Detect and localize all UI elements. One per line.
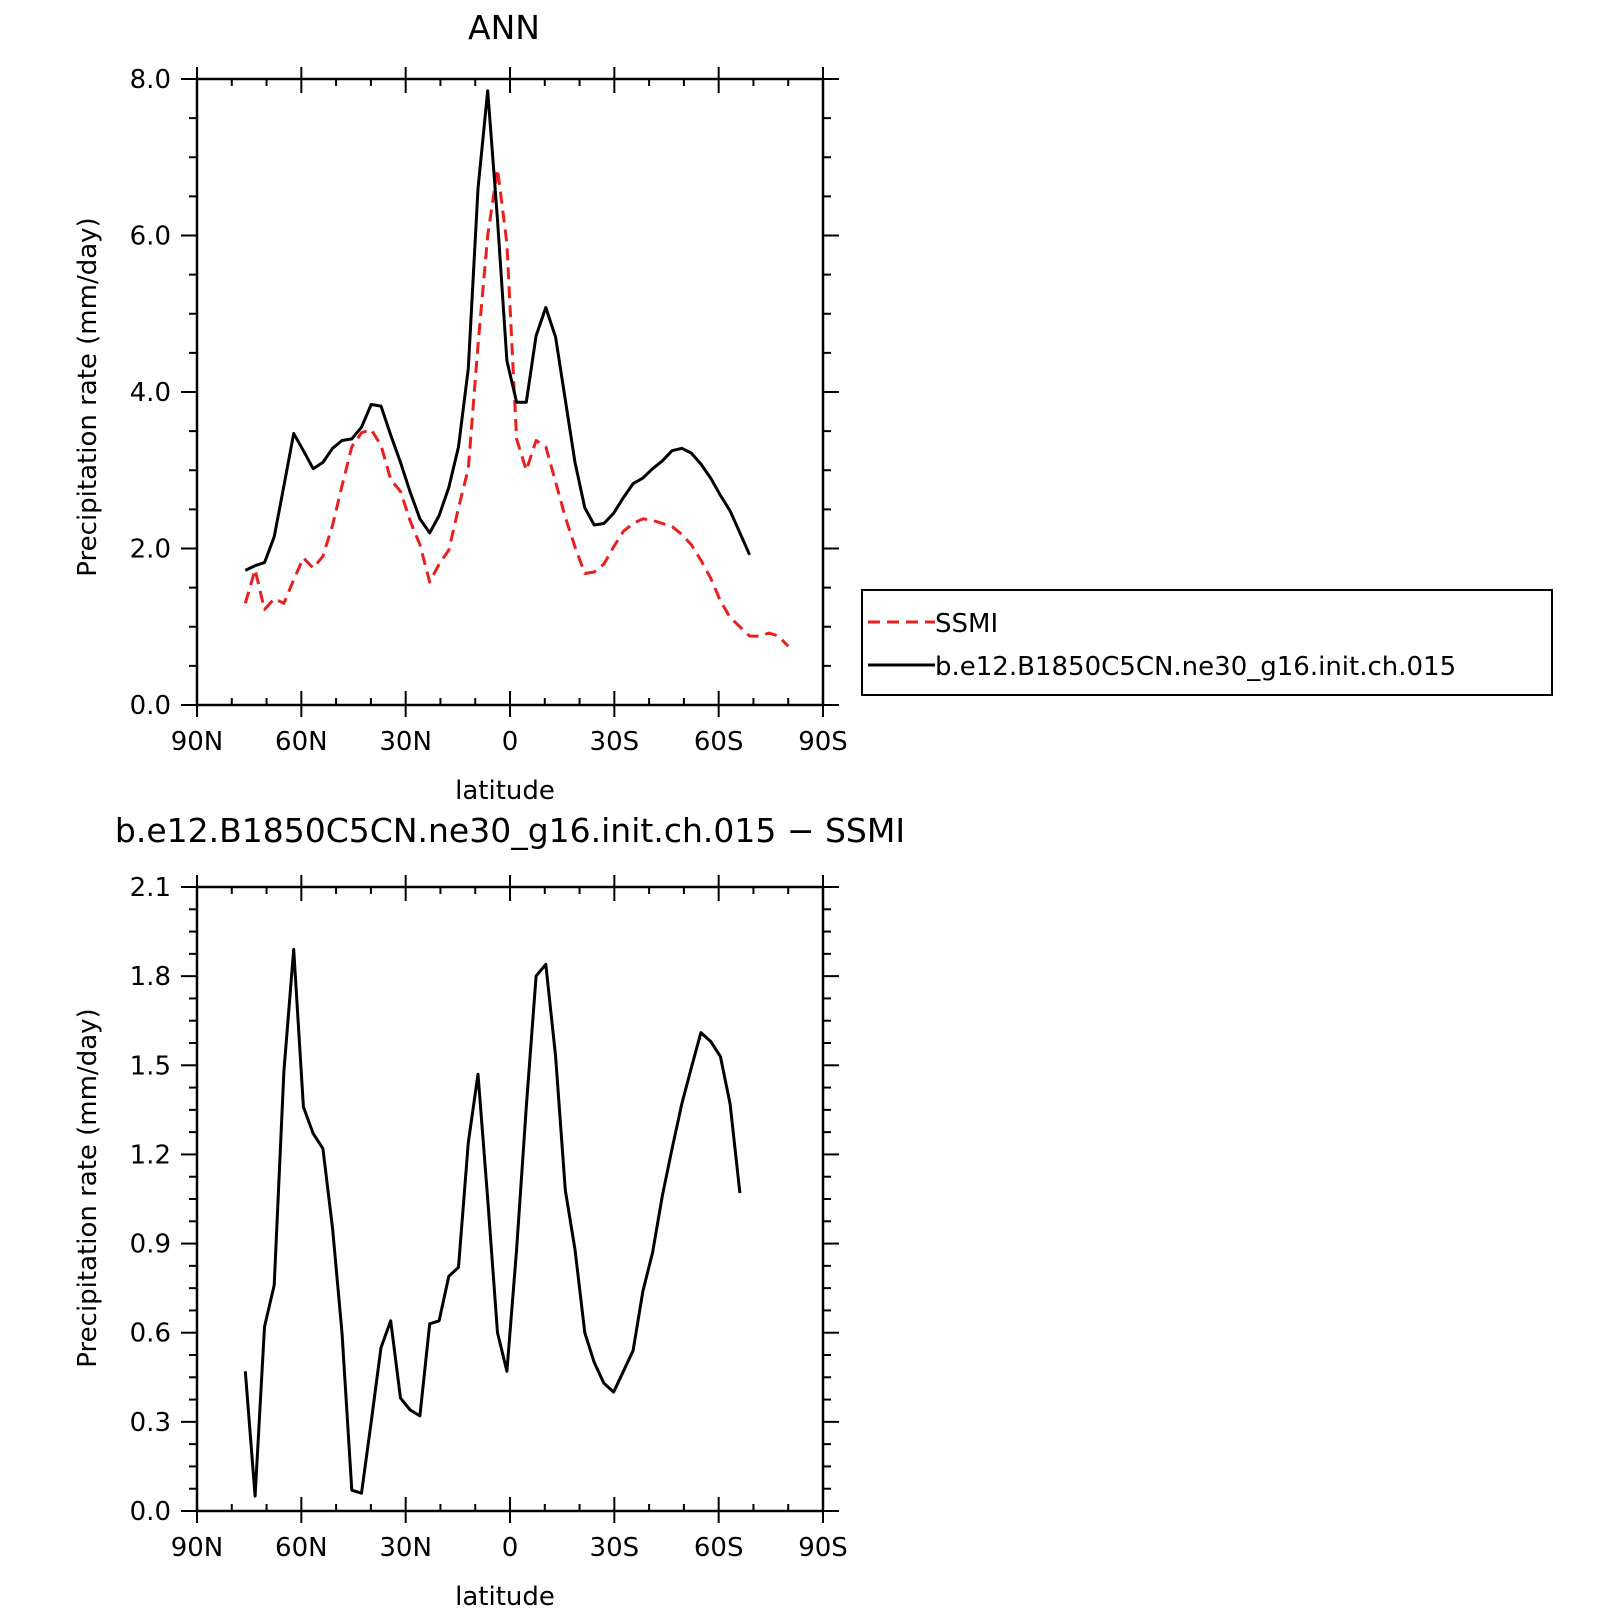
- x-tick-label: 60N: [275, 1533, 328, 1563]
- x-tick-label: 90S: [798, 1533, 848, 1563]
- bottom-chart-ticks: 90N 60N 30N 0 30S 60S 90S 0.0 0.3 0.6 0.9 1.2 1.5 1.8…: [130, 873, 848, 1563]
- x-tick-label: 0: [502, 1533, 519, 1563]
- y-tick-label: 0.0: [130, 1497, 171, 1527]
- y-tick-label: 2.1: [130, 873, 171, 903]
- y-tick-label: 1.8: [130, 962, 171, 992]
- x-tick-label: 90S: [798, 727, 848, 757]
- y-tick-label: 1.2: [130, 1140, 171, 1170]
- x-tick-label: 30N: [379, 727, 432, 757]
- y-tick-label: 0.6: [130, 1319, 171, 1349]
- top-chart-ticks: 90N 60N 30N 0 30S 60S 90S 0.0 2.0 4.0 6.0 8.0: [130, 65, 848, 757]
- y-tick-label: 2.0: [130, 535, 171, 565]
- x-tick-label: 60N: [275, 727, 328, 757]
- top-chart-panel: ANN Precipitation rate (mm/day) latitude…: [73, 8, 848, 806]
- legend-label-model: b.e12.B1850C5CN.ne30_g16.init.ch.015: [935, 652, 1456, 682]
- y-tick-label: 4.0: [130, 378, 171, 408]
- y-tick-label: 8.0: [130, 65, 171, 95]
- x-tick-label: 30S: [590, 727, 640, 757]
- y-tick-label: 6.0: [130, 222, 171, 252]
- x-tick-label: 60S: [694, 1533, 744, 1563]
- x-tick-label: 0: [502, 727, 519, 757]
- bottom-chart-title: b.e12.B1850C5CN.ne30_g16.init.ch.015 − S…: [115, 811, 905, 850]
- y-tick-label: 0.0: [130, 691, 171, 721]
- y-tick-label: 1.5: [130, 1051, 171, 1081]
- bottom-chart-frame: [195, 885, 825, 1513]
- x-tick-label: 30S: [590, 1533, 640, 1563]
- series-line-0: [243, 947, 742, 1498]
- top-chart-series: [243, 89, 790, 648]
- top-chart-title: ANN: [468, 8, 540, 47]
- legend: SSMI b.e12.B1850C5CN.ne30_g16.init.ch.01…: [861, 589, 1553, 696]
- x-tick-label: 90N: [171, 1533, 224, 1563]
- legend-box: [861, 589, 1553, 696]
- y-tick-label: 0.9: [130, 1230, 171, 1260]
- series-line-1: [244, 89, 751, 572]
- top-chart-ylabel: Precipitation rate (mm/day): [73, 217, 103, 576]
- bottom-chart-ylabel: Precipitation rate (mm/day): [73, 1008, 103, 1367]
- x-tick-label: 90N: [171, 727, 224, 757]
- top-chart-frame: [195, 77, 825, 707]
- x-tick-label: 60S: [694, 727, 744, 757]
- bottom-chart-series: [243, 947, 742, 1498]
- bottom-chart-panel: b.e12.B1850C5CN.ne30_g16.init.ch.015 − S…: [73, 811, 905, 1612]
- series-line-0: [243, 167, 790, 648]
- bottom-chart-xlabel: latitude: [455, 1582, 555, 1612]
- top-chart-xlabel: latitude: [455, 776, 555, 806]
- x-tick-label: 30N: [379, 1533, 432, 1563]
- legend-label-ssmi: SSMI: [935, 609, 998, 639]
- y-tick-label: 0.3: [130, 1408, 171, 1438]
